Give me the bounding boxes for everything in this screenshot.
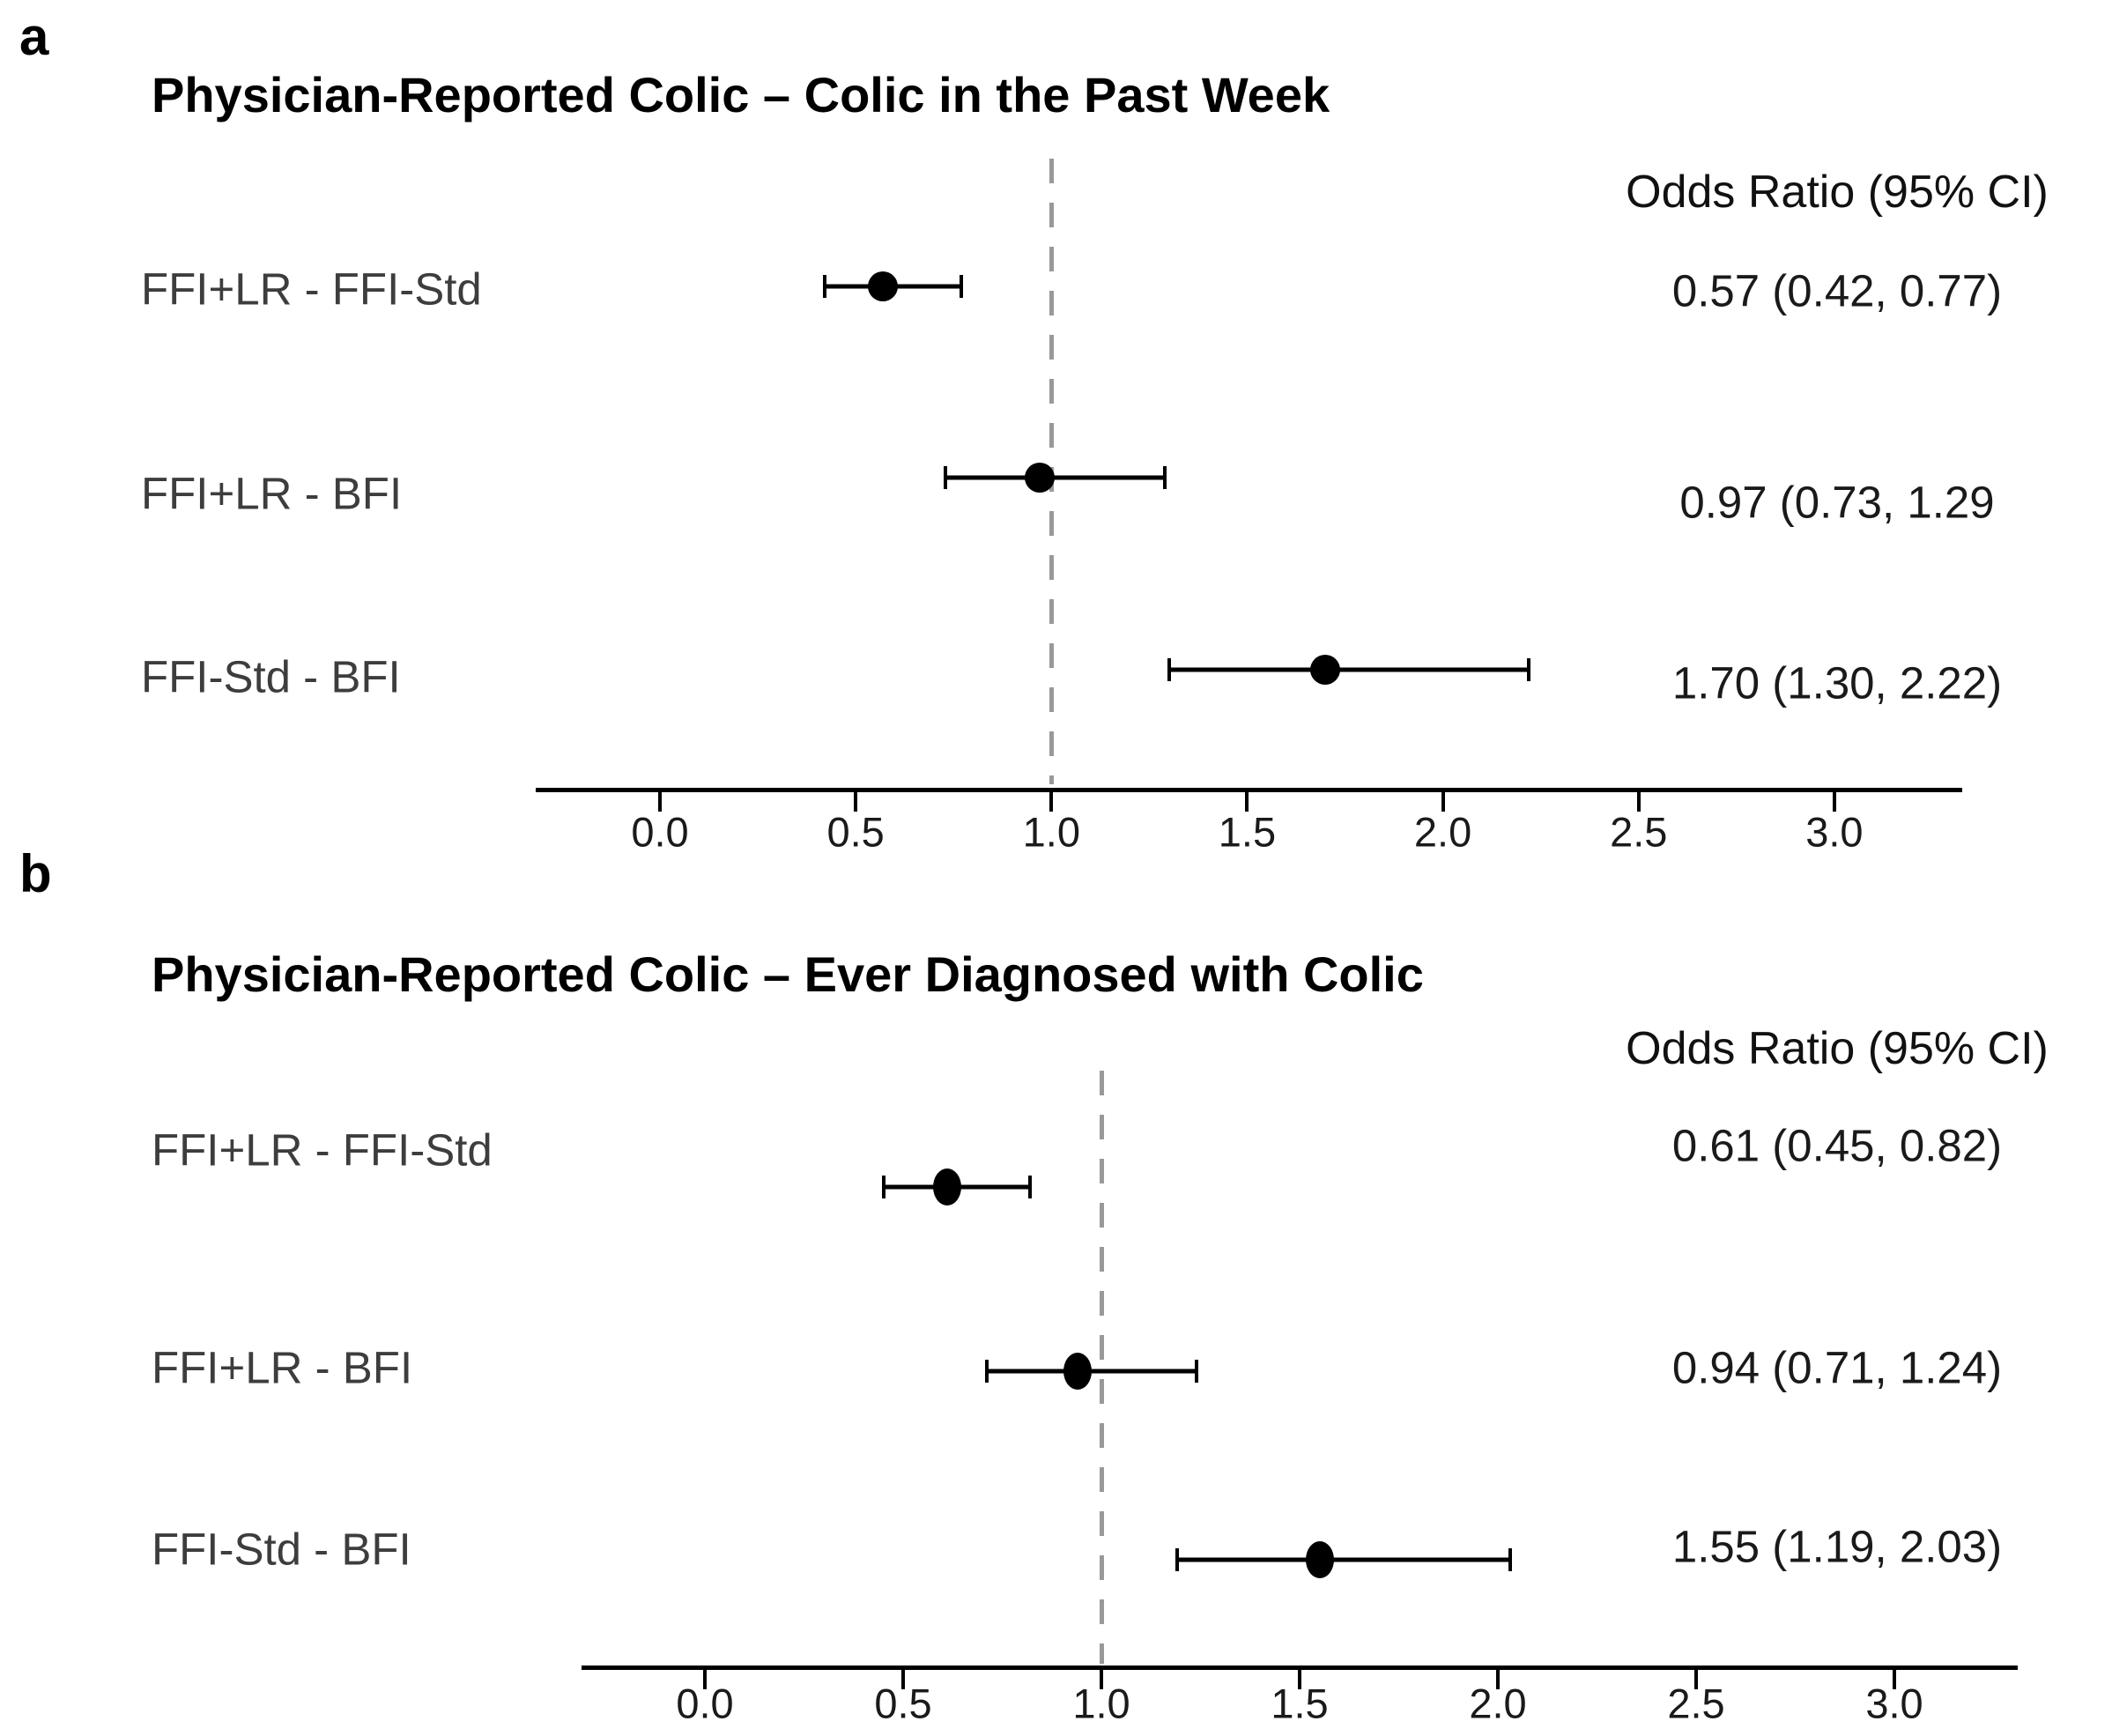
x-axis-tick-label: 2.0	[1469, 1680, 1527, 1727]
x-axis-tick	[1893, 1668, 1896, 1689]
x-axis-tick-label: 0.5	[826, 808, 885, 856]
odds-ratio-point	[868, 271, 899, 301]
odds-ratio-value: 0.94 (0.71, 1.24)	[1671, 1342, 2003, 1393]
x-axis-tick-label: 2.0	[1413, 808, 1472, 856]
x-axis-tick	[1049, 790, 1054, 812]
ci-cap-low	[881, 1176, 886, 1198]
row-label: FFI+LR - FFI-Std	[141, 263, 482, 315]
odds-ratio-point	[1310, 655, 1341, 685]
x-axis-tick	[1496, 1668, 1500, 1689]
x-axis-tick-label: 0.5	[874, 1680, 932, 1727]
x-axis-line	[536, 788, 1962, 792]
x-axis-tick	[1100, 1668, 1103, 1689]
ci-line	[1176, 1557, 1510, 1562]
panel-a-or-header: Odds Ratio (95% CI)	[1626, 167, 2049, 218]
ci-cap-low	[1175, 1548, 1179, 1571]
ci-cap-low	[822, 275, 826, 298]
odds-ratio-point	[932, 1168, 961, 1206]
row-label: FFI-Std - BFI	[152, 1524, 411, 1575]
x-axis-tick-label: 1.0	[1072, 1680, 1130, 1727]
x-axis-tick-label: 0.0	[631, 808, 689, 856]
odds-ratio-point	[1063, 1353, 1092, 1390]
ci-cap-low	[1167, 658, 1171, 681]
ci-cap-high	[1195, 1360, 1198, 1383]
x-axis-tick-label: 3.0	[1865, 1680, 1923, 1727]
ci-cap-high	[1508, 1548, 1512, 1571]
odds-ratio-point	[1305, 1541, 1334, 1578]
x-axis-tick	[1245, 790, 1249, 812]
panel-b-letter: b	[19, 844, 52, 903]
x-axis-tick-label: 1.0	[1022, 808, 1080, 856]
panel-a-title: Physician-Reported Colic – Colic in the …	[152, 67, 1330, 122]
ci-cap-high	[1163, 466, 1167, 489]
odds-ratio-value: 1.55 (1.19, 2.03)	[1671, 1521, 2003, 1572]
ci-cap-low	[984, 1360, 989, 1383]
ci-cap-high	[1028, 1176, 1032, 1198]
x-axis-tick-label: 2.5	[1610, 808, 1668, 856]
odds-ratio-point	[1024, 463, 1055, 493]
x-axis-tick-label: 3.0	[1805, 808, 1864, 856]
panel-b-or-header: Odds Ratio (95% CI)	[1626, 1023, 2049, 1074]
odds-ratio-value: 0.97 (0.73, 1.29	[1679, 477, 1995, 528]
x-axis-line	[582, 1666, 2018, 1670]
x-axis-tick	[658, 790, 662, 812]
x-axis-tick	[1694, 1668, 1698, 1689]
x-axis-tick-label: 1.5	[1218, 808, 1277, 856]
x-axis-tick	[703, 1668, 707, 1689]
x-axis-tick	[854, 790, 858, 812]
panel-a-letter: a	[19, 7, 49, 66]
ci-line	[945, 475, 1166, 480]
x-axis-tick	[1441, 790, 1445, 812]
x-axis-tick	[901, 1668, 905, 1689]
odds-ratio-value: 0.57 (0.42, 0.77)	[1671, 265, 2003, 316]
ci-line	[1168, 667, 1530, 672]
x-axis-tick-label: 2.5	[1667, 1680, 1725, 1727]
x-axis-tick-label: 0.0	[676, 1680, 734, 1727]
x-axis-tick	[1832, 790, 1836, 812]
x-axis-tick-label: 1.5	[1271, 1680, 1329, 1727]
ci-cap-low	[944, 466, 948, 489]
row-label: FFI+LR - BFI	[152, 1342, 413, 1393]
odds-ratio-value: 0.61 (0.45, 0.82)	[1671, 1120, 2003, 1171]
x-axis-tick	[1636, 790, 1641, 812]
row-label: FFI+LR - FFI-Std	[152, 1124, 493, 1176]
x-axis-tick	[1298, 1668, 1301, 1689]
row-label: FFI+LR - BFI	[141, 468, 403, 519]
reference-line-or-1	[1099, 1071, 1104, 1664]
ci-cap-high	[1527, 658, 1531, 681]
odds-ratio-value: 1.70 (1.30, 2.22)	[1671, 657, 2003, 708]
row-label: FFI-Std - BFI	[141, 651, 401, 702]
ci-cap-high	[960, 275, 964, 298]
panel-b-title: Physician-Reported Colic – Ever Diagnose…	[152, 946, 1424, 1002]
